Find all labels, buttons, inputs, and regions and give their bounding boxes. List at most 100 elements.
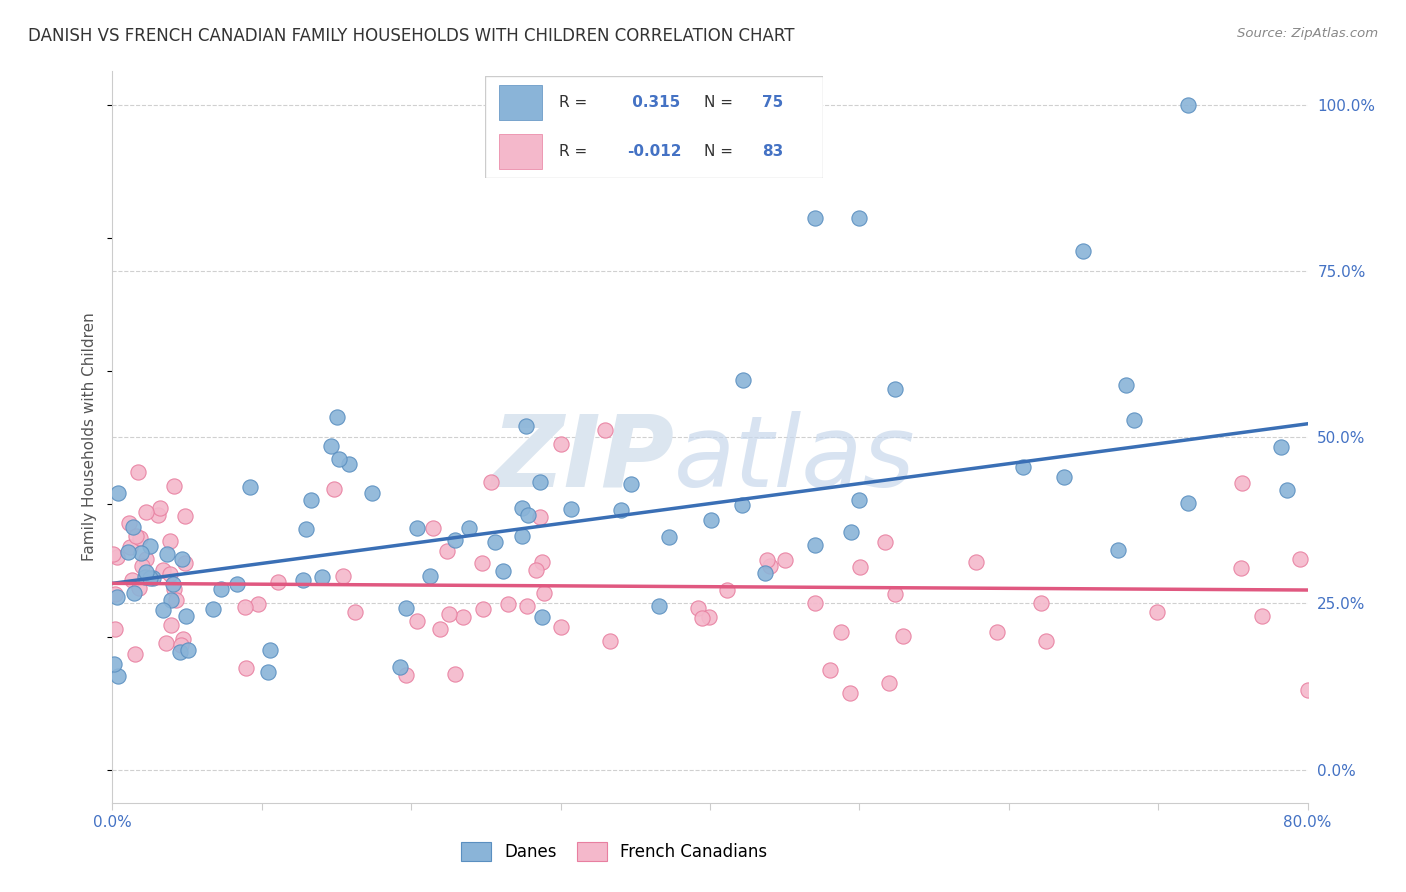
Point [531,610,554,624]
Point [149,501,172,516]
Point [128,581,150,595]
Point [257,665,280,680]
Point [531,555,554,569]
Point [1270,440,1292,454]
Point [174,608,197,623]
Point [429,622,451,636]
Legend: Danes, French Canadians: Danes, French Canadians [454,835,775,868]
Point [697,610,720,624]
Point [529,475,551,489]
Point [107,590,129,604]
Point [550,436,572,450]
Point [849,559,872,574]
Point [1107,543,1129,558]
Point [142,571,165,585]
Text: 0.315: 0.315 [627,95,681,110]
Point [1012,459,1035,474]
Point [344,605,367,619]
Point [457,520,479,534]
Text: R =: R = [560,145,588,160]
Point [125,529,148,543]
Point [533,586,555,600]
Point [804,596,827,610]
Point [848,492,870,507]
Point [259,643,281,657]
Point [122,586,145,600]
Point [361,486,384,500]
Point [419,569,441,583]
Point [1296,682,1319,697]
Point [516,508,538,523]
Point [159,567,181,582]
Point [731,498,754,512]
Point [883,382,905,396]
Y-axis label: Family Households with Children: Family Households with Children [82,313,97,561]
Point [1251,609,1274,624]
Point [155,635,177,649]
Point [172,632,194,647]
Point [884,587,907,601]
Point [1177,495,1199,509]
Point [395,601,418,615]
Point [104,622,127,636]
Point [166,593,188,607]
Point [104,587,127,601]
Point [986,624,1008,639]
Point [319,439,342,453]
Point [496,597,519,611]
FancyBboxPatch shape [485,76,823,178]
Point [439,607,461,621]
Point [515,419,537,434]
Point [120,540,142,554]
Point [395,668,418,682]
Point [292,573,315,587]
Point [107,485,129,500]
Point [686,600,709,615]
Point [755,553,778,567]
Text: N =: N = [704,145,734,160]
Point [620,476,643,491]
Point [163,582,186,597]
Point [443,533,465,547]
Point [830,624,852,639]
Point [332,569,354,583]
Point [105,549,128,564]
Point [155,548,177,562]
Point [754,566,776,580]
Point [337,457,360,471]
Point [173,556,195,570]
Point [479,475,502,489]
Point [328,452,350,467]
Point [510,501,533,516]
Point [124,647,146,661]
Point [139,571,162,585]
Point [159,593,181,607]
Point [146,508,169,522]
Point [325,410,347,425]
Point [152,603,174,617]
Point [1053,469,1076,483]
Text: DANISH VS FRENCH CANADIAN FAMILY HOUSEHOLDS WITH CHILDREN CORRELATION CHART: DANISH VS FRENCH CANADIAN FAMILY HOUSEHO… [28,27,794,45]
Point [299,492,322,507]
Point [311,570,333,584]
Point [169,644,191,658]
Text: atlas: atlas [675,410,915,508]
Point [134,570,156,584]
Point [599,634,621,648]
Point [103,657,125,672]
Point [839,686,862,700]
Point [135,505,157,519]
Point [406,615,429,629]
Text: 83: 83 [762,145,783,160]
Point [443,667,465,681]
Point [235,661,257,675]
Point [610,503,633,517]
Text: ZIP: ZIP [491,410,675,508]
Point [233,600,256,615]
Point [1031,596,1053,610]
Point [159,534,181,549]
Text: -0.012: -0.012 [627,145,682,160]
Point [560,501,582,516]
Text: N =: N = [704,95,734,110]
Point [700,513,723,527]
